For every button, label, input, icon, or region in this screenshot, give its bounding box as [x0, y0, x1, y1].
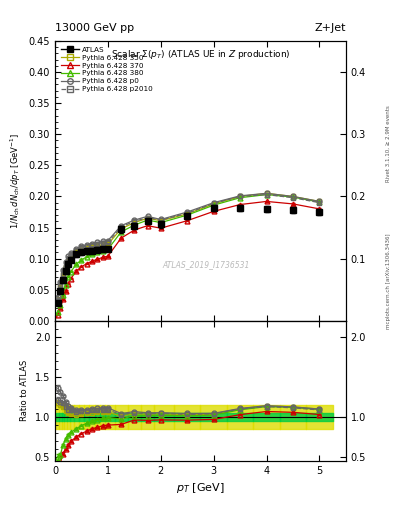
Text: Rivet 3.1.10, ≥ 2.9M events: Rivet 3.1.10, ≥ 2.9M events: [386, 105, 391, 182]
Y-axis label: $1/N_{\rm ch}\,dN_{\rm ch}/dp_T\ [\rm GeV^{-1}]$: $1/N_{\rm ch}\,dN_{\rm ch}/dp_T\ [\rm Ge…: [9, 133, 23, 229]
Text: Z+Jet: Z+Jet: [314, 23, 346, 33]
X-axis label: $p_T\ [\rm GeV]$: $p_T\ [\rm GeV]$: [176, 481, 225, 495]
Text: 13000 GeV pp: 13000 GeV pp: [55, 23, 134, 33]
Text: ATLAS_2019_I1736531: ATLAS_2019_I1736531: [163, 261, 250, 269]
Text: Scalar $\Sigma(p_T)$ (ATLAS UE in $Z$ production): Scalar $\Sigma(p_T)$ (ATLAS UE in $Z$ pr…: [111, 48, 290, 61]
Text: mcplots.cern.ch [arXiv:1306.3436]: mcplots.cern.ch [arXiv:1306.3436]: [386, 234, 391, 329]
Y-axis label: Ratio to ATLAS: Ratio to ATLAS: [20, 360, 29, 421]
Legend: ATLAS, Pythia 6.428 350, Pythia 6.428 370, Pythia 6.428 380, Pythia 6.428 p0, Py: ATLAS, Pythia 6.428 350, Pythia 6.428 37…: [59, 45, 155, 94]
